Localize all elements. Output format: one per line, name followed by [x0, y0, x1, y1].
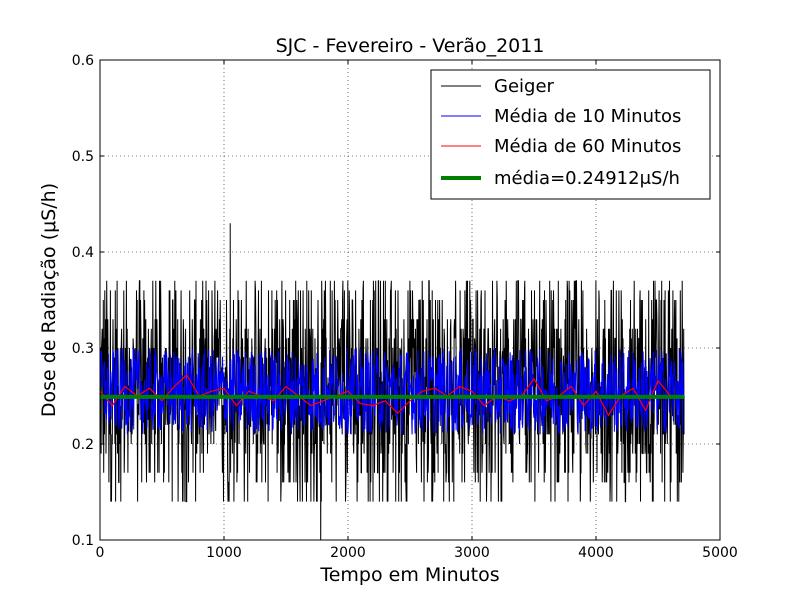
legend-label: Média de 60 Minutos: [494, 136, 681, 157]
y-tick-label: 0.1: [72, 533, 94, 549]
x-tick-label: 5000: [702, 545, 738, 561]
x-axis-label: Tempo em Minutos: [319, 564, 499, 586]
x-tick-label: 2000: [330, 545, 366, 561]
x-tick-label: 3000: [454, 545, 490, 561]
legend: Geiger Média de 10 Minutos Média de 60 Min…: [430, 69, 711, 200]
y-tick-label: 0.2: [72, 437, 94, 453]
y-axis-label: Dose de Radiação (μS/h): [38, 183, 60, 417]
x-tick-label: 1000: [206, 545, 242, 561]
plot-frame: [99, 59, 721, 541]
axis-ticks: 0 1000 2000 3000 4000 5000 0.1 0.2 0.3 0.4 0.5 0.6: [72, 53, 738, 561]
series-media-60-line: [100, 373, 683, 417]
legend-label: Média de 10 Minutos: [494, 106, 681, 127]
y-tick-label: 0.5: [72, 149, 94, 165]
x-tick-label: 0: [96, 545, 105, 561]
series-layer: [100, 223, 685, 540]
y-tick-label: 0.3: [72, 341, 94, 357]
series-media-10-line: [100, 347, 685, 435]
chart-title: SJC - Fevereiro - Verão_2011: [276, 35, 545, 57]
x-tick-label: 4000: [578, 545, 614, 561]
y-tick-label: 0.4: [72, 245, 94, 261]
legend-label: Geiger: [494, 76, 555, 97]
legend-label: média=0.24912μS/h: [494, 168, 680, 189]
y-tick-label: 0.6: [72, 53, 94, 69]
